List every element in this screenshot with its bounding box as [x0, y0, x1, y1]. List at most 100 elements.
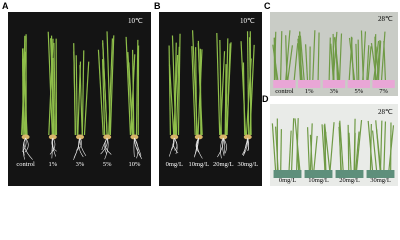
- figure: A B C D 10℃ 10℃ 28℃ 28℃ control 1% 3% 5% 10%…: [2, 1, 398, 186]
- leaf: [373, 40, 380, 81]
- root: [73, 137, 81, 159]
- sample-label: control: [275, 88, 294, 95]
- leaf: [168, 45, 172, 136]
- leaf: [245, 58, 252, 136]
- leaf: [248, 37, 252, 136]
- temperature: 10℃: [240, 17, 255, 25]
- leaf: [347, 124, 350, 171]
- leaf: [191, 46, 196, 136]
- leaf: [79, 65, 83, 136]
- pot: [372, 80, 395, 88]
- leaf: [75, 55, 78, 136]
- leaf: [293, 43, 299, 81]
- root: [76, 137, 82, 151]
- sample-label: 0mg/L: [279, 177, 296, 184]
- panel-label: D: [262, 94, 269, 104]
- leaf: [285, 30, 291, 81]
- leaf: [376, 39, 381, 81]
- leaf: [299, 35, 305, 81]
- leaf: [287, 45, 293, 81]
- seed: [76, 134, 84, 140]
- leaf: [272, 44, 279, 81]
- leaf: [348, 132, 352, 171]
- leaf: [328, 37, 331, 81]
- leaf: [175, 46, 180, 136]
- panel-label: B: [154, 1, 161, 11]
- leaf: [350, 36, 355, 81]
- leaf: [321, 124, 326, 171]
- leaf: [219, 51, 226, 136]
- leaf: [226, 43, 231, 136]
- root: [223, 137, 227, 154]
- leaf: [324, 123, 331, 171]
- sample-label: 20mg/L: [213, 161, 234, 168]
- sample-label: 5%: [103, 161, 112, 168]
- leaf: [288, 130, 292, 171]
- leaf: [306, 127, 310, 171]
- leaf: [106, 31, 111, 136]
- photo-b: [159, 12, 262, 186]
- leaf: [285, 35, 288, 81]
- leaf: [101, 59, 106, 136]
- root: [220, 137, 224, 159]
- sample-label: 30mg/L: [237, 161, 258, 168]
- pot: [366, 170, 395, 178]
- leaf: [357, 39, 360, 81]
- sample-label: control: [16, 161, 35, 168]
- root: [195, 137, 200, 153]
- leaf: [313, 135, 318, 171]
- sample-label: 3%: [76, 161, 85, 168]
- sample-label: 10mg/L: [308, 177, 329, 184]
- leaf: [380, 31, 386, 81]
- seed: [130, 134, 139, 140]
- leaf: [224, 64, 227, 136]
- leaf: [109, 35, 115, 136]
- leaf: [171, 35, 177, 136]
- leaf: [297, 38, 302, 81]
- leaf: [291, 118, 295, 171]
- leaf: [375, 120, 381, 171]
- seed: [170, 134, 179, 140]
- leaf: [246, 31, 250, 136]
- leaf: [97, 49, 104, 136]
- seed: [48, 134, 57, 140]
- leaf: [53, 42, 56, 136]
- leaf: [127, 52, 134, 136]
- sample-label: 10mg/L: [188, 161, 209, 168]
- pot: [298, 80, 321, 88]
- leaf: [312, 30, 316, 81]
- leaf: [271, 123, 277, 171]
- pot: [273, 170, 302, 178]
- root: [24, 137, 29, 153]
- leaf: [304, 44, 309, 81]
- temperature: 28℃: [378, 108, 393, 116]
- sample-label: 20mg/L: [339, 177, 360, 184]
- leaf: [366, 45, 370, 81]
- root: [49, 137, 56, 155]
- leaf: [108, 38, 114, 136]
- leaf: [197, 43, 203, 136]
- root: [51, 137, 57, 152]
- root: [222, 137, 226, 156]
- root: [194, 137, 200, 157]
- leaf: [329, 122, 335, 171]
- leaf: [338, 33, 343, 81]
- leaf: [334, 36, 340, 81]
- pot: [347, 80, 370, 88]
- sample-label: 10%: [128, 161, 141, 168]
- seed: [103, 134, 112, 140]
- leaf: [355, 43, 358, 81]
- leaf: [339, 120, 344, 171]
- leaf: [47, 31, 53, 136]
- root: [134, 137, 139, 159]
- pot: [322, 80, 346, 88]
- leaf: [383, 121, 387, 171]
- root: [21, 137, 27, 152]
- leaf: [353, 118, 356, 171]
- root: [23, 137, 26, 156]
- seed: [194, 134, 203, 140]
- leaf: [173, 55, 179, 136]
- leaf: [367, 46, 372, 81]
- leaf: [362, 31, 367, 81]
- leaf: [216, 33, 221, 136]
